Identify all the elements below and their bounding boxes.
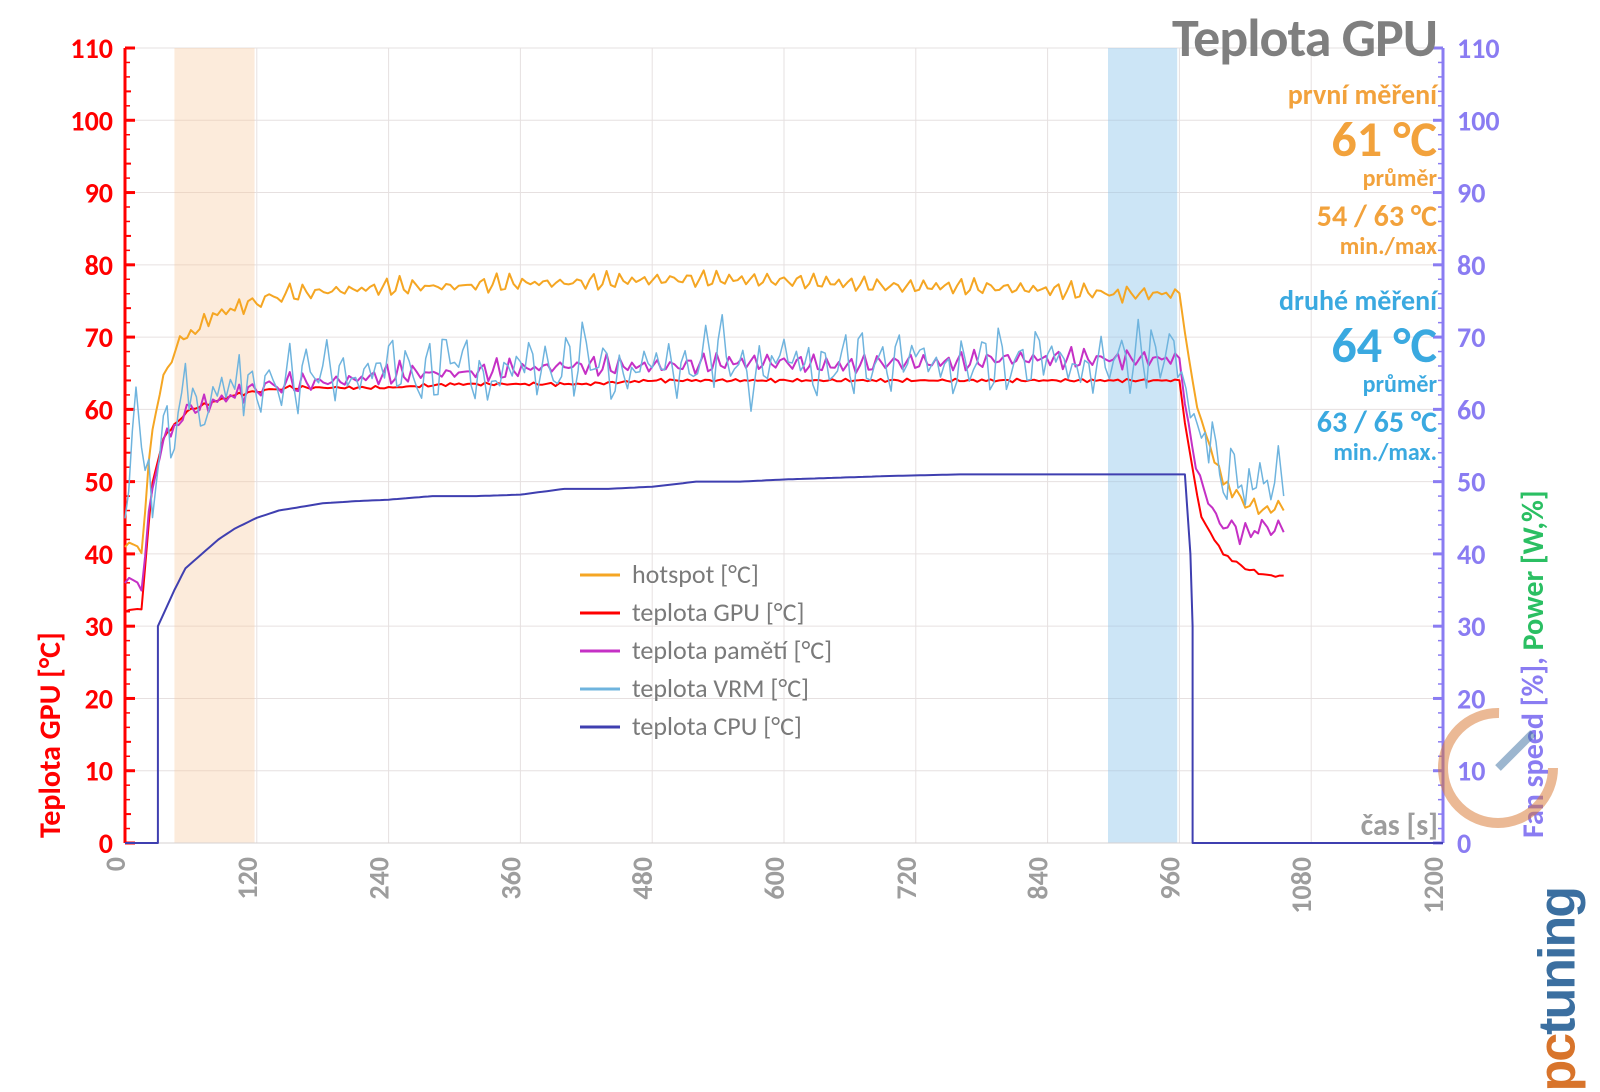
y-right-tick-label: 100 <box>1457 103 1500 138</box>
annot-m2-sub1: průměr <box>1363 370 1438 399</box>
x-tick-label: 0 <box>98 857 133 871</box>
annot-m1-sub2: min./max <box>1340 232 1437 261</box>
logo-pc: pc <box>1529 1035 1587 1092</box>
y-left-tick-label: 70 <box>85 320 113 355</box>
y-left-tick-label: 80 <box>85 248 113 283</box>
y-right-tick-label: 40 <box>1457 537 1485 572</box>
y-right-tick-label: 60 <box>1457 392 1485 427</box>
annot-m1-value: 61 °C <box>1331 109 1437 170</box>
logo-tuning: tuning <box>1529 888 1587 1035</box>
y-right-tick-label: 10 <box>1457 754 1485 789</box>
y-right-tick-label: 0 <box>1457 826 1471 861</box>
y-left-tick-label: 30 <box>85 609 113 644</box>
x-tick-label: 480 <box>625 857 660 900</box>
y-left-tick-label: 50 <box>85 465 113 500</box>
x-tick-label: 1200 <box>1416 857 1451 914</box>
annot-m2-range: 63 / 65 °C <box>1317 404 1437 441</box>
y-right-tick-label: 90 <box>1457 176 1485 211</box>
legend-label: teplota VRM [°C] <box>632 672 809 704</box>
annot-m2-header: druhé měření <box>1279 283 1439 318</box>
y-left-tick-label: 0 <box>99 826 113 861</box>
second-measure-band <box>1108 48 1177 843</box>
y-right-tick-label: 110 <box>1457 31 1500 66</box>
x-tick-label: 240 <box>362 857 397 900</box>
y-left-tick-label: 100 <box>70 103 113 138</box>
x-tick-label: 840 <box>1021 857 1056 900</box>
x-tick-label: 600 <box>757 857 792 900</box>
annot-m1-sub1: průměr <box>1363 164 1438 193</box>
y-left-tick-label: 40 <box>85 537 113 572</box>
annot-m1-header: první měření <box>1288 77 1439 112</box>
gpu-temp-chart: 0102030405060708090100110010203040506070… <box>0 0 1600 1008</box>
y-left-tick-label: 110 <box>70 31 113 66</box>
y-right-tick-label: 70 <box>1457 320 1485 355</box>
y-left-tick-label: 20 <box>85 681 113 716</box>
legend-label: teplota GPU [°C] <box>632 596 804 628</box>
pctuning-logo: pctuning <box>1528 888 1588 1092</box>
x-tick-label: 720 <box>889 857 924 900</box>
annot-m1-range: 54 / 63 °C <box>1317 198 1437 235</box>
y-right-tick-label: 30 <box>1457 609 1485 644</box>
legend-label: teplota pamětí [°C] <box>632 634 832 666</box>
y-left-title: Teplota GPU [°C] <box>32 632 69 838</box>
first-measure-band <box>174 48 254 843</box>
annot-m2-value: 64 °C <box>1331 315 1437 376</box>
y-right-tick-label: 50 <box>1457 465 1485 500</box>
y-right-tick-label: 80 <box>1457 248 1485 283</box>
y-left-tick-label: 10 <box>85 754 113 789</box>
y-left-tick-label: 90 <box>85 176 113 211</box>
legend-label: teplota CPU [°C] <box>632 710 802 742</box>
x-tick-label: 360 <box>493 857 528 900</box>
x-tick-label: 1080 <box>1284 857 1319 914</box>
annot-m2-sub2: min./max. <box>1333 438 1437 467</box>
x-tick-label: 960 <box>1152 857 1187 900</box>
legend-label: hotspot [°C] <box>632 558 759 590</box>
x-axis-title: čas [s] <box>1361 807 1438 844</box>
y-left-tick-label: 60 <box>85 392 113 427</box>
chart-title: Teplota GPU <box>1172 5 1437 71</box>
x-tick-label: 120 <box>230 857 265 900</box>
